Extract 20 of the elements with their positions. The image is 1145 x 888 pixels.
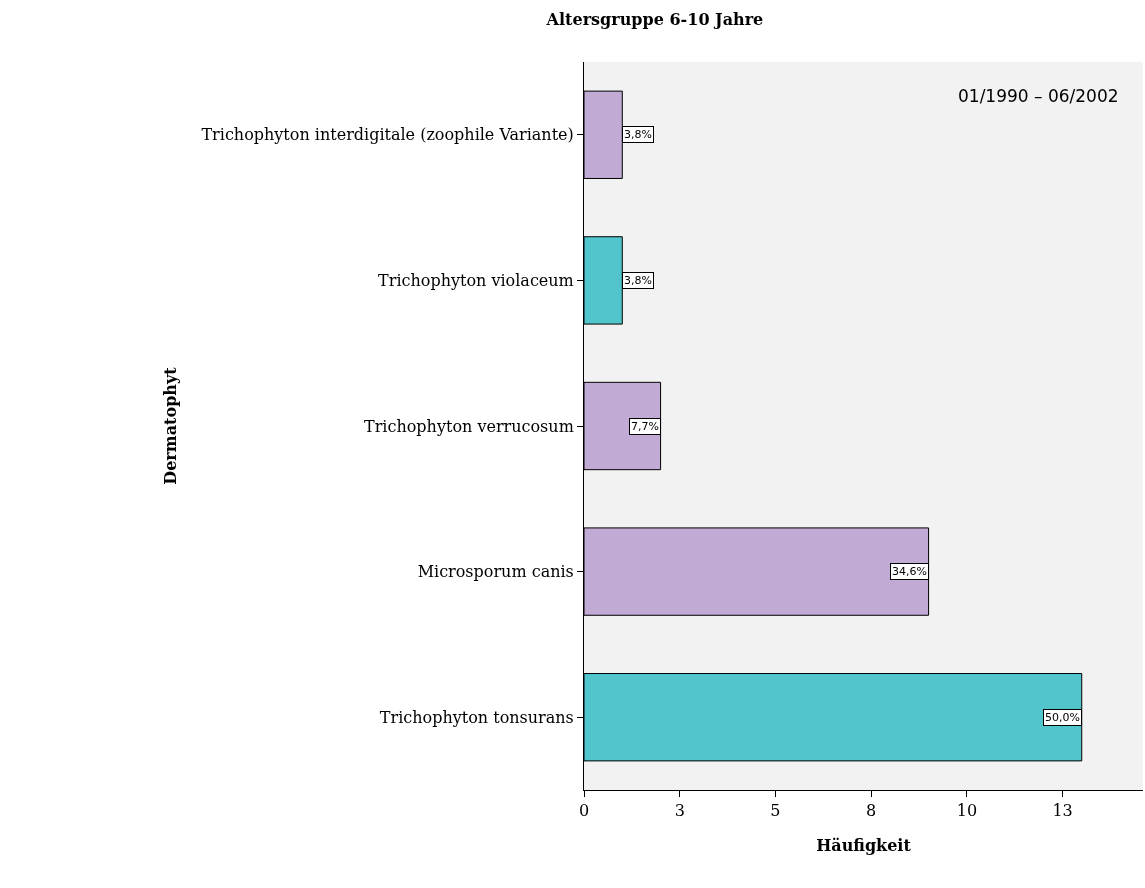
y-tick-label: Trichophyton verrucosum — [364, 416, 574, 436]
x-tick-label: 13 — [1052, 801, 1073, 821]
y-axis-title: Dermatophyt — [161, 366, 181, 485]
x-tick-label: 8 — [866, 801, 877, 821]
x-tick-label: 3 — [674, 801, 685, 821]
x-tick-label: 5 — [770, 801, 781, 821]
annotation: 01/1990 – 06/2002 — [958, 86, 1119, 106]
chart-title: Altersgruppe 6-10 Jahre — [545, 9, 764, 29]
y-tick-label: Trichophyton interdigitale (zoophile Variante) — [201, 125, 574, 145]
annotation: 50,0% — [1045, 711, 1080, 724]
annotation: 3,8% — [624, 274, 652, 287]
x-axis-title: Häufigkeit — [816, 835, 912, 855]
y-tick-label: Microsporum canis — [417, 562, 574, 582]
annotation: 34,6% — [892, 565, 927, 578]
annotation: 7,7% — [631, 420, 659, 433]
y-tick-label: Trichophyton violaceum — [378, 271, 574, 290]
annotation: 3,8% — [624, 128, 652, 141]
x-tick-label: 0 — [578, 801, 590, 821]
y-tick-label: Trichophyton tonsurans — [379, 707, 574, 727]
x-tick-label: 10 — [956, 801, 978, 821]
